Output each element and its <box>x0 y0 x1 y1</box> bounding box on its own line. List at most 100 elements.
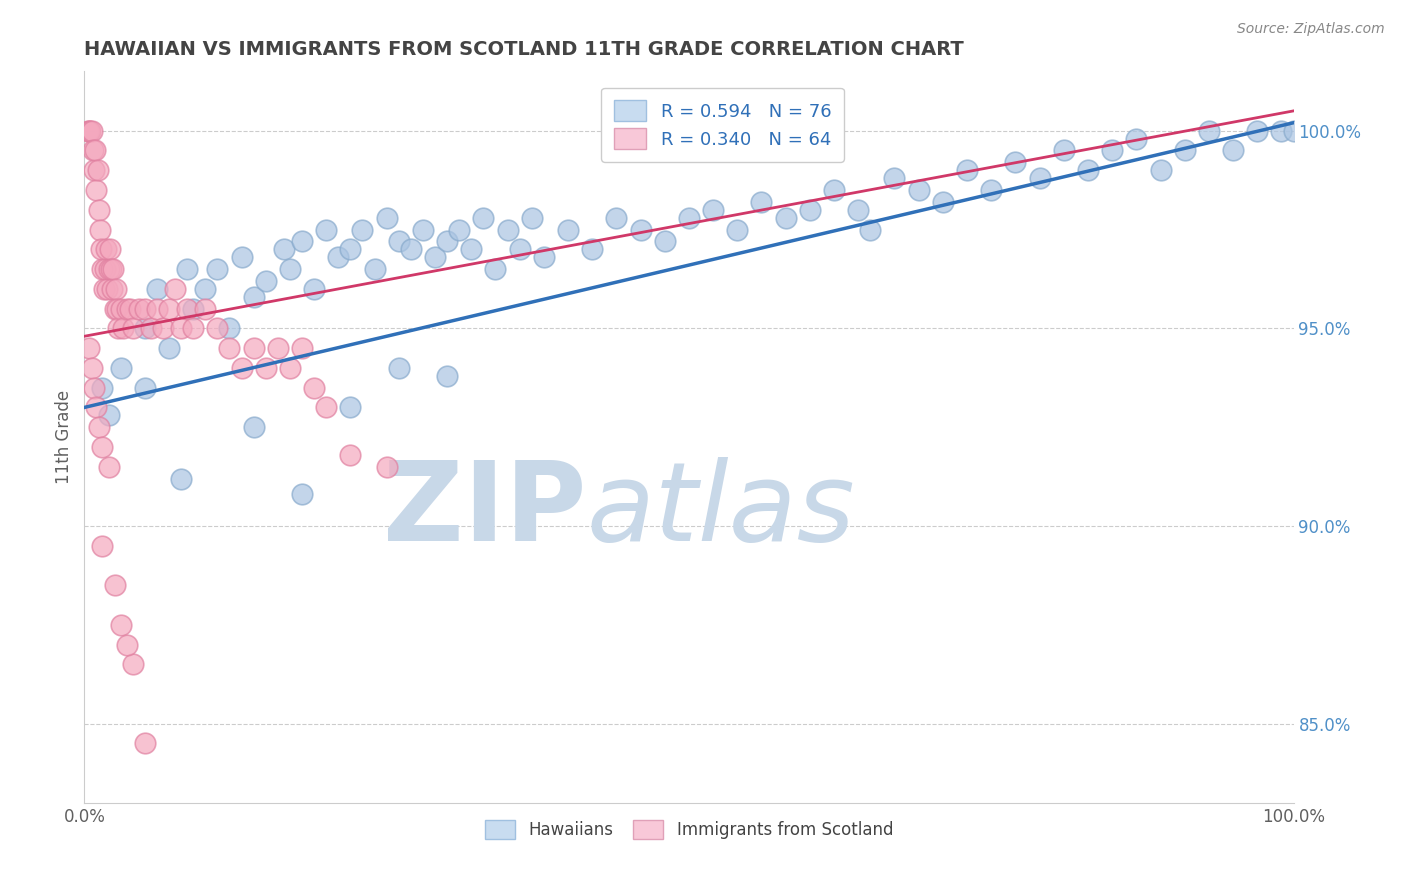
Y-axis label: 11th Grade: 11th Grade <box>55 390 73 484</box>
Point <box>1149 163 1171 178</box>
Point <box>630 222 652 236</box>
Point <box>436 235 458 249</box>
Point <box>86 183 108 197</box>
Point <box>77 341 100 355</box>
Point <box>146 282 169 296</box>
Point <box>375 459 398 474</box>
Point <box>399 242 422 256</box>
Point <box>86 401 108 415</box>
Point <box>823 183 845 197</box>
Point <box>97 262 120 277</box>
Point <box>121 657 143 672</box>
Point <box>1222 144 1244 158</box>
Point <box>77 123 100 137</box>
Point <box>83 381 105 395</box>
Point <box>702 202 724 217</box>
Legend: Hawaiians, Immigrants from Scotland: Hawaiians, Immigrants from Scotland <box>475 810 903 849</box>
Point <box>176 301 198 316</box>
Point <box>242 341 264 355</box>
Point <box>907 183 929 197</box>
Point <box>101 282 124 296</box>
Point <box>110 360 132 375</box>
Point <box>104 578 127 592</box>
Point <box>1004 155 1026 169</box>
Point <box>291 235 314 249</box>
Point <box>423 250 446 264</box>
Point <box>77 123 100 137</box>
Point <box>82 144 104 158</box>
Point <box>388 235 411 249</box>
Point <box>1198 123 1220 137</box>
Point <box>94 262 117 277</box>
Point <box>121 321 143 335</box>
Point <box>1077 163 1099 178</box>
Point <box>1174 144 1197 158</box>
Point <box>278 360 301 375</box>
Point <box>134 321 156 335</box>
Point <box>100 262 122 277</box>
Point <box>194 301 217 316</box>
Point <box>242 290 264 304</box>
Point <box>134 737 156 751</box>
Point <box>176 262 198 277</box>
Point <box>1246 123 1268 137</box>
Point <box>496 222 519 236</box>
Point <box>231 250 253 264</box>
Point <box>1053 144 1076 158</box>
Point <box>181 301 204 316</box>
Point <box>87 420 110 434</box>
Point <box>170 472 193 486</box>
Point <box>104 301 127 316</box>
Point <box>110 301 132 316</box>
Point <box>273 242 295 256</box>
Point <box>80 123 103 137</box>
Point <box>139 321 162 335</box>
Point <box>678 211 700 225</box>
Point <box>775 211 797 225</box>
Point <box>352 222 374 236</box>
Point <box>157 301 180 316</box>
Point <box>104 282 127 296</box>
Point <box>157 341 180 355</box>
Point <box>328 250 350 264</box>
Point <box>90 242 112 256</box>
Point <box>291 341 314 355</box>
Text: atlas: atlas <box>586 457 855 564</box>
Point <box>84 144 107 158</box>
Point <box>218 321 240 335</box>
Point <box>97 409 120 423</box>
Point <box>87 202 110 217</box>
Point <box>581 242 603 256</box>
Point <box>980 183 1002 197</box>
Point <box>218 341 240 355</box>
Point <box>460 242 482 256</box>
Point <box>315 401 337 415</box>
Point <box>97 459 120 474</box>
Point <box>120 301 142 316</box>
Point <box>181 321 204 335</box>
Point <box>91 440 114 454</box>
Point <box>725 222 748 236</box>
Point <box>254 360 277 375</box>
Point <box>207 321 229 335</box>
Point <box>956 163 979 178</box>
Point <box>859 222 882 236</box>
Point <box>152 321 174 335</box>
Text: Source: ZipAtlas.com: Source: ZipAtlas.com <box>1237 22 1385 37</box>
Point <box>654 235 676 249</box>
Point <box>91 262 114 277</box>
Point <box>363 262 385 277</box>
Point <box>79 123 101 137</box>
Point <box>98 242 121 256</box>
Point <box>605 211 627 225</box>
Point <box>242 420 264 434</box>
Point <box>110 618 132 632</box>
Point <box>115 638 138 652</box>
Point <box>932 194 955 209</box>
Point <box>799 202 821 217</box>
Point <box>1282 123 1305 137</box>
Point <box>1101 144 1123 158</box>
Point <box>112 321 135 335</box>
Point <box>472 211 495 225</box>
Point <box>96 282 118 296</box>
